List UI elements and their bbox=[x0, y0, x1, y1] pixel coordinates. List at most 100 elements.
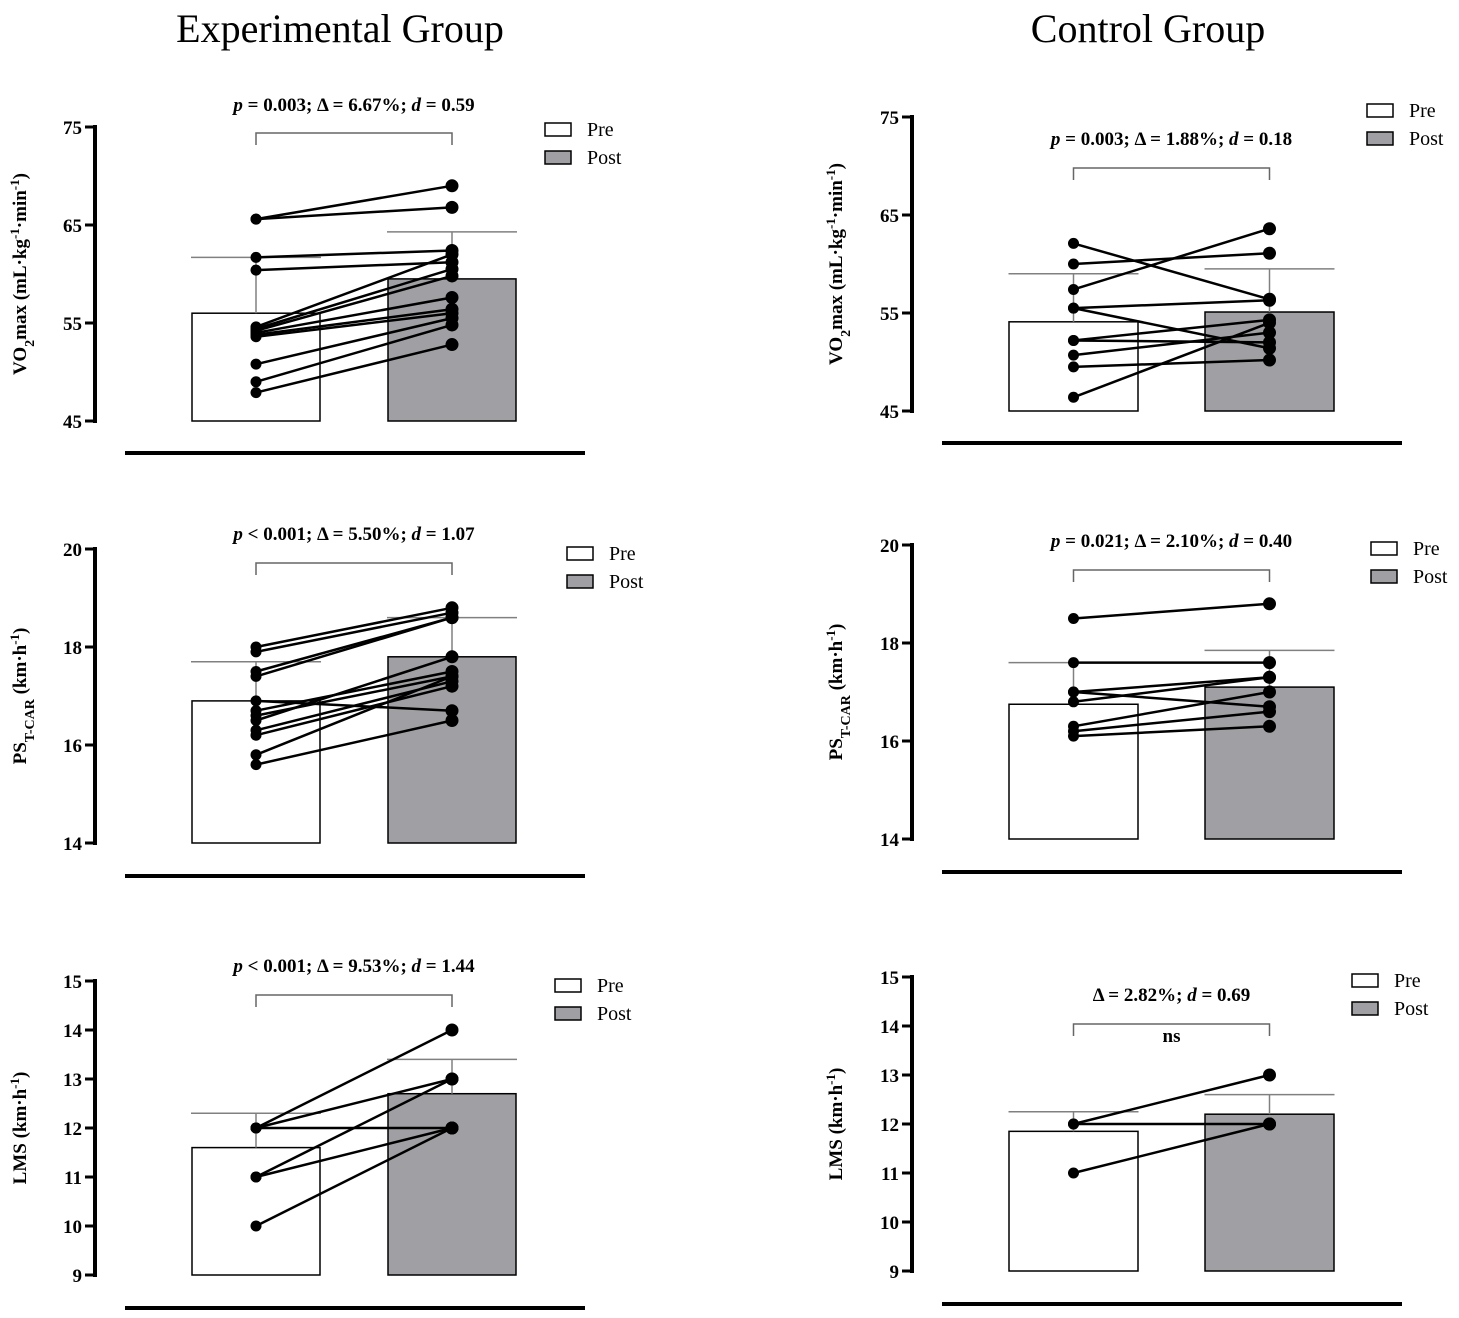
y-axis-label: VO2max (mL·kg-1·min-1) bbox=[823, 163, 854, 365]
text-segment: ) bbox=[10, 173, 31, 179]
point-post bbox=[445, 269, 459, 283]
point-post bbox=[445, 679, 459, 693]
text-segment: 2 bbox=[23, 340, 38, 347]
panel-exp-ps: 14 16 18 20 PST-CAR (km·h-1) p < 0.001; Δ = 5… bbox=[7, 524, 644, 878]
y-tick-label: 75 bbox=[880, 108, 899, 129]
text-segment: p bbox=[1049, 531, 1061, 552]
subject-line bbox=[255, 1077, 453, 1179]
subject-line bbox=[255, 323, 453, 384]
point-pre bbox=[1068, 258, 1079, 270]
point-pre bbox=[1068, 349, 1079, 361]
y-tick-label: 55 bbox=[63, 314, 82, 335]
text-segment: p bbox=[1049, 129, 1061, 150]
text-segment: 2 bbox=[839, 330, 854, 337]
legend-swatch-post bbox=[566, 574, 594, 589]
text-segment: p bbox=[231, 524, 243, 545]
subject-line bbox=[1073, 227, 1270, 291]
y-tick-label: 14 bbox=[880, 1017, 900, 1038]
point-pre bbox=[1068, 1167, 1079, 1179]
text-segment: T-CAR bbox=[839, 694, 854, 738]
point-pre bbox=[1068, 730, 1079, 742]
y-tick-label: 16 bbox=[63, 736, 82, 757]
point-post bbox=[1263, 1068, 1276, 1082]
point-post bbox=[1263, 353, 1276, 367]
text-segment: ) bbox=[826, 163, 847, 169]
subject-line bbox=[255, 249, 453, 259]
text-segment: ) bbox=[826, 1068, 847, 1074]
text-segment: -1 bbox=[823, 1074, 838, 1085]
subject-line bbox=[255, 316, 453, 366]
significance-bracket bbox=[255, 994, 453, 1007]
legend-swatch-pre bbox=[544, 122, 572, 137]
subject-line bbox=[255, 1077, 453, 1130]
subject-line bbox=[255, 616, 453, 678]
point-pre bbox=[250, 213, 262, 225]
point-pre bbox=[250, 387, 262, 399]
y-tick-label: 13 bbox=[63, 1070, 82, 1091]
point-post bbox=[445, 1023, 459, 1037]
y-tick-label: 13 bbox=[880, 1066, 899, 1087]
legend-swatch-post bbox=[554, 1006, 582, 1021]
text-segment: -1 bbox=[7, 179, 22, 190]
subject-line bbox=[255, 1028, 453, 1130]
subject-line bbox=[1073, 318, 1270, 342]
subject-line bbox=[1073, 676, 1270, 704]
legend-swatch-pre bbox=[1370, 541, 1398, 556]
point-pre bbox=[250, 759, 262, 771]
text-segment: d bbox=[412, 956, 422, 977]
y-axis-label: PST-CAR (km·h-1) bbox=[823, 624, 854, 761]
text-segment: -1 bbox=[823, 218, 838, 229]
point-pre bbox=[250, 331, 262, 343]
text-segment: d bbox=[412, 95, 422, 116]
subject-line bbox=[1073, 725, 1270, 738]
y-tick-label: 20 bbox=[880, 536, 899, 557]
point-post bbox=[445, 650, 459, 664]
text-segment: = 1.07 bbox=[421, 524, 475, 545]
text-segment: p bbox=[231, 956, 243, 977]
text-segment: = 0.003; Δ = 1.88%; bbox=[1060, 129, 1229, 150]
legend-label-pre: Pre bbox=[609, 543, 636, 565]
y-axis-label: PST-CAR (km·h-1) bbox=[7, 628, 38, 765]
text-segment: ) bbox=[10, 628, 31, 634]
y-tick-label: 75 bbox=[63, 118, 82, 139]
text-segment: VO bbox=[826, 337, 847, 365]
subject-line bbox=[255, 308, 453, 336]
significance-annotation: p = 0.003; Δ = 1.88%; d = 0.18 bbox=[1049, 129, 1292, 150]
point-pre bbox=[250, 1171, 262, 1183]
point-post bbox=[1263, 597, 1276, 611]
legend-swatch-pre bbox=[566, 546, 594, 561]
y-tick-label: 65 bbox=[63, 216, 82, 237]
subject-line bbox=[255, 670, 453, 712]
significance-annotation: p < 0.001; Δ = 9.53%; d = 1.44 bbox=[231, 956, 475, 977]
point-pre bbox=[1068, 361, 1079, 373]
text-segment: = 0.59 bbox=[421, 95, 475, 116]
point-post bbox=[1263, 326, 1276, 340]
significance-annotation: p = 0.021; Δ = 2.10%; d = 0.40 bbox=[1049, 531, 1292, 552]
subject-line bbox=[1073, 1073, 1270, 1126]
significance-bracket bbox=[1072, 167, 1271, 180]
subject-line bbox=[255, 675, 453, 756]
text-segment: < 0.001; Δ = 9.53%; bbox=[243, 956, 412, 977]
text-segment: = 0.40 bbox=[1239, 531, 1293, 552]
text-segment: = 0.69 bbox=[1197, 985, 1251, 1006]
subject-line bbox=[255, 206, 453, 221]
text-segment: ·min bbox=[10, 190, 31, 228]
point-post bbox=[445, 291, 459, 305]
point-pre bbox=[1068, 302, 1079, 314]
y-axis-label: LMS (km·h-1) bbox=[7, 1072, 32, 1185]
bar-pre bbox=[1008, 1130, 1139, 1272]
y-tick-label: 55 bbox=[880, 304, 899, 325]
subject-line bbox=[1073, 690, 1270, 728]
subject-line bbox=[255, 274, 453, 333]
text-segment: ·min bbox=[826, 180, 847, 218]
text-segment: VO bbox=[10, 347, 31, 375]
point-pre bbox=[1068, 334, 1079, 346]
y-tick-label: 20 bbox=[63, 540, 82, 561]
y-tick-label: 18 bbox=[880, 634, 899, 655]
text-segment: = 0.021; Δ = 2.10%; bbox=[1060, 531, 1229, 552]
ns-label: ns bbox=[1163, 1026, 1181, 1047]
point-post bbox=[1263, 222, 1276, 236]
point-post bbox=[445, 704, 459, 718]
point-post bbox=[1263, 719, 1276, 733]
